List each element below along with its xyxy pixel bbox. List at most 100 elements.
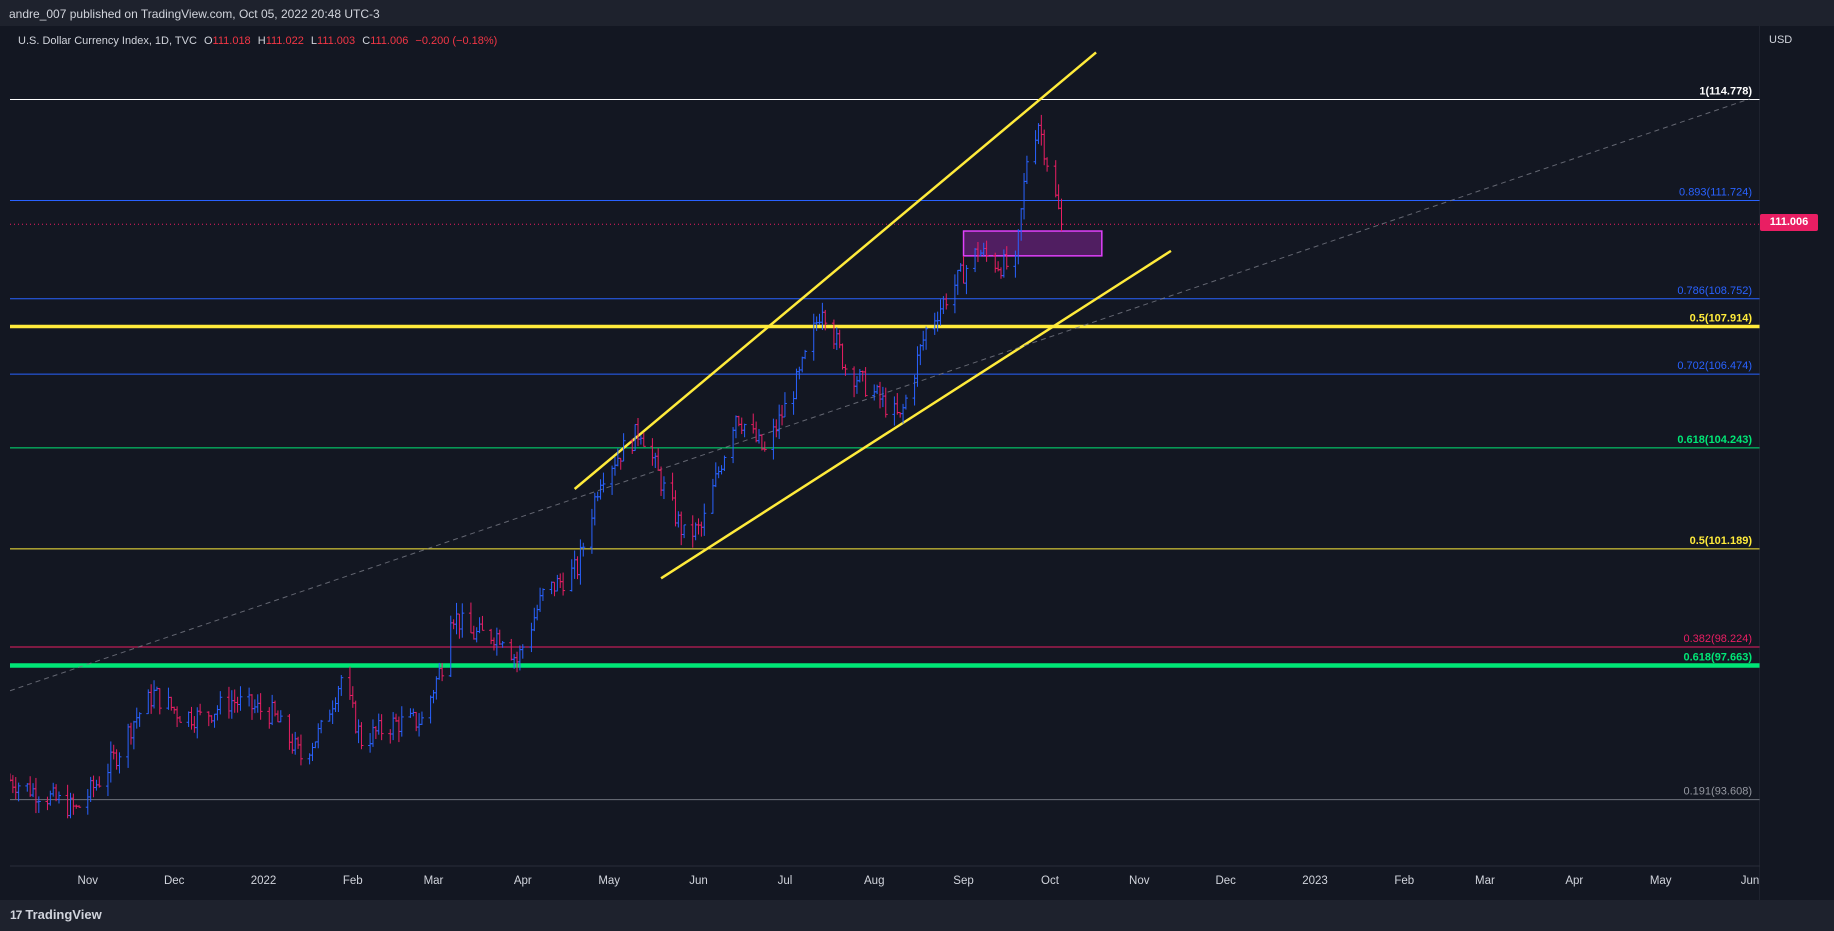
candle: [166, 687, 171, 710]
candle: [149, 684, 154, 714]
candle: [656, 448, 661, 471]
fib-level-label: 0.702(106.474): [1677, 360, 1752, 372]
channel-lower-line: [660, 249, 1172, 580]
candle: [117, 752, 122, 774]
candle: [883, 387, 888, 418]
candle: [293, 731, 298, 755]
candle: [733, 415, 738, 439]
candle: [840, 343, 845, 370]
candle: [350, 686, 355, 708]
candle: [1056, 184, 1061, 210]
candle: [330, 700, 335, 724]
candle: [131, 720, 136, 750]
candle: [817, 313, 822, 325]
candle: [696, 518, 701, 535]
candle: [126, 723, 131, 768]
candle: [529, 622, 534, 653]
candle: [287, 714, 292, 750]
candle: [391, 712, 396, 741]
candle: [232, 689, 237, 713]
candle: [359, 722, 364, 750]
candle: [77, 805, 82, 808]
candle: [854, 376, 859, 394]
candle: [333, 697, 338, 713]
candle: [780, 404, 785, 426]
candle: [396, 716, 401, 743]
candle: [206, 711, 211, 727]
candle: [296, 736, 301, 749]
candle: [575, 556, 580, 580]
candle: [65, 784, 70, 819]
candle: [875, 384, 880, 395]
candle-series: [10, 114, 1064, 819]
candle: [558, 573, 563, 589]
last-price-tag: 111.006: [1760, 214, 1818, 231]
fib-level-label: 0.382(98.224): [1684, 633, 1753, 645]
candle: [440, 662, 445, 682]
candle: [679, 511, 684, 546]
time-axis-label: Apr: [514, 875, 532, 887]
candle: [379, 714, 384, 741]
candle: [399, 706, 404, 737]
candle: [739, 417, 744, 435]
candle: [938, 299, 943, 326]
candle: [863, 367, 868, 397]
candle: [670, 472, 675, 501]
candle: [520, 644, 525, 659]
candle: [278, 710, 283, 723]
candle: [370, 719, 375, 747]
candle: [581, 542, 586, 557]
candle: [152, 680, 157, 709]
time-axis-label: Apr: [1565, 875, 1583, 887]
candle: [831, 319, 836, 349]
price-chart[interactable]: 1(114.778) 0.893(111.724) 0.786(108.752) 0.…: [10, 26, 1760, 900]
high-label: H: [257, 35, 266, 47]
candle: [431, 689, 436, 704]
candle: [275, 710, 280, 723]
candle: [249, 694, 254, 720]
tradingview-logo[interactable]: 17 TradingView: [10, 907, 102, 922]
candle: [898, 412, 903, 418]
close-label: C: [362, 35, 371, 47]
open-value: 111.018: [212, 35, 251, 47]
candle: [552, 581, 557, 597]
candle: [782, 392, 787, 418]
candle: [310, 742, 315, 762]
candle: [290, 733, 295, 754]
chart-area[interactable]: 1(114.778) 0.893(111.724) 0.786(108.752) 0.…: [10, 26, 1760, 900]
time-axis-label: 2022: [251, 875, 277, 887]
candle: [376, 713, 381, 735]
candle: [797, 366, 802, 380]
candle: [1039, 114, 1044, 146]
candle: [1059, 198, 1064, 232]
candle: [51, 782, 56, 797]
candle: [814, 316, 819, 331]
candle: [189, 706, 194, 730]
candle: [661, 476, 666, 500]
candle: [85, 789, 90, 815]
time-axis-label: Jul: [778, 875, 793, 887]
candle: [267, 707, 272, 729]
candle: [777, 404, 782, 439]
candle: [209, 715, 214, 723]
fib-level-label: 0.5(107.914): [1690, 312, 1753, 324]
candle: [316, 723, 321, 749]
fib-level-label: 0.618(104.243): [1677, 434, 1752, 446]
candle: [491, 637, 496, 651]
candle: [353, 700, 358, 734]
fib-level-label: 0.786(108.752): [1677, 285, 1752, 297]
publisher-line: andre_007 published on TradingView.com, …: [9, 7, 380, 21]
candle: [592, 492, 597, 526]
candle: [414, 711, 419, 732]
candle: [373, 726, 378, 740]
candle: [172, 706, 177, 714]
candle: [1036, 123, 1041, 145]
candle: [218, 691, 223, 715]
candle: [175, 706, 180, 728]
currency-label[interactable]: USD: [1769, 34, 1793, 46]
candle: [68, 792, 73, 819]
candle: [1053, 160, 1058, 198]
candle: [903, 394, 908, 410]
zones: [962, 230, 1103, 257]
symbol-legend: U.S. Dollar Currency Index, 1D, TVC O111…: [18, 35, 497, 47]
